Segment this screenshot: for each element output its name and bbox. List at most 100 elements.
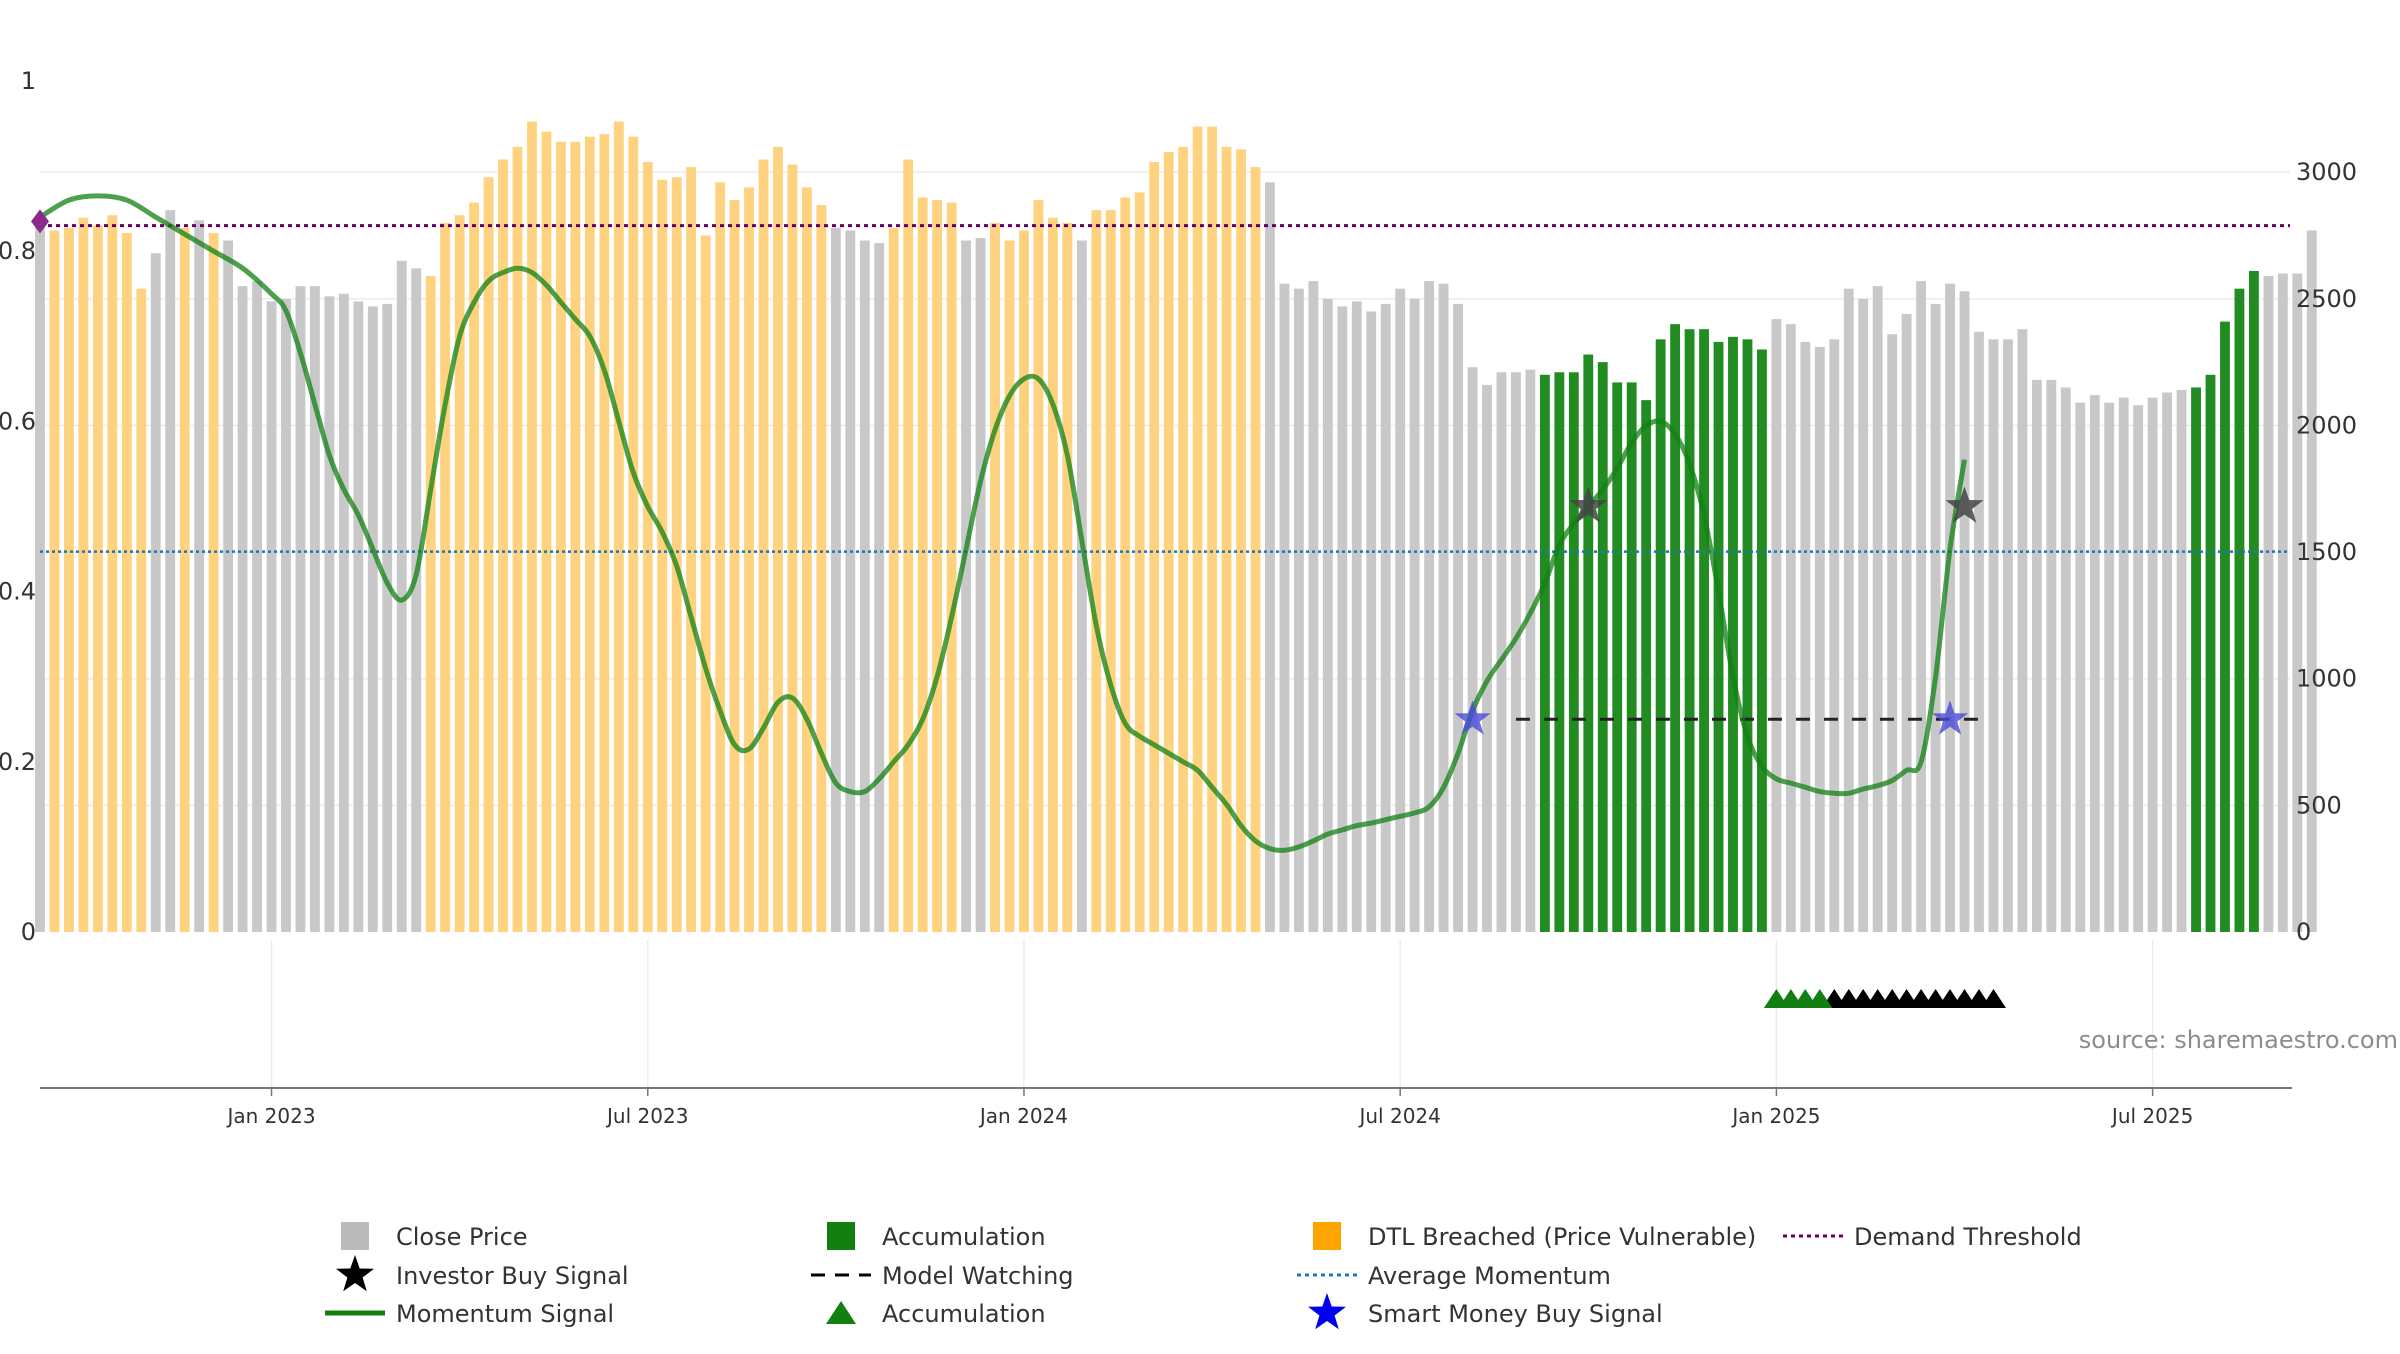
price-bar [281,298,291,932]
price-bar [1380,303,1391,932]
price-bar [903,159,914,932]
price-bar [411,268,422,932]
price-bar [2162,392,2173,932]
price-bar [541,131,552,932]
legend-label: Average Momentum [1368,1262,1611,1290]
smart-money-buy-star [1454,700,1491,735]
left-axis-tick-label: 1 [21,67,36,95]
price-bar [1568,372,1579,932]
price-bar [295,286,306,932]
price-bar [917,197,928,932]
price-bar [1771,319,1782,933]
price-bar [266,301,277,933]
price-bar [2248,270,2259,933]
price-bar [1785,324,1796,932]
legend-item: Average Momentum [1297,1262,1611,1290]
right-axis-tick-label: 0 [2296,918,2311,946]
price-bar [1438,283,1449,932]
price-bar [1409,298,1420,932]
price-bar [2277,273,2288,932]
legend-label: Close Price [396,1223,528,1251]
source-label: source: sharemaestro.com [2079,1026,2398,1054]
price-bar [469,202,480,932]
price-bar [2220,321,2230,932]
legend-item: Investor Buy Signal [336,1255,629,1292]
right-axis-tick-label: 2000 [2296,411,2357,439]
legend-item: Accumulation [827,1222,1046,1251]
price-bar [1930,303,1941,932]
price-bar [2147,397,2158,933]
price-bar [1496,372,1507,932]
legend-label: Demand Threshold [1854,1223,2082,1251]
price-bar [2075,402,2086,932]
price-bar [1670,324,1681,932]
legend-item: Smart Money Buy Signal [1308,1293,1663,1330]
price-bar [2031,379,2042,932]
legend-label: DTL Breached (Price Vulnerable) [1368,1223,1756,1251]
right-axis-tick-label: 2500 [2296,285,2357,313]
legend-item: Model Watching [811,1262,1074,1290]
price-bar [1525,369,1536,933]
price-bar [2060,387,2071,933]
price-bar [1887,334,1898,932]
price-bar [1207,126,1217,933]
momentum-signal-line [38,193,1967,853]
price-bar [1742,339,1753,933]
price-bar [1424,281,1435,933]
price-bar [613,121,624,932]
price-bar [584,136,595,933]
axes: 0 500 1000 1500 2000 2500 3000 0 0.2 0.4 0.6 0.8 1 Ja… [0,67,2357,1128]
black-star-icon [336,1255,374,1292]
price-bar [498,159,508,932]
price-bar [816,205,827,933]
left-axis-tick-label: 0 [21,918,36,946]
price-bar [1076,240,1087,932]
price-bar [1192,126,1203,933]
price-bar [570,141,581,933]
price-bar [1713,341,1724,932]
price-bar [1308,281,1319,933]
price-bar [1351,301,1362,933]
price-bar [729,200,740,933]
price-bar [121,232,132,932]
date-tick-label: Jan 2025 [1730,1104,1820,1128]
legend: Close Price Investor Buy Signal Momentum S… [325,1222,2082,1330]
price-bar [1901,314,1912,932]
momentum-start-marker [31,209,49,234]
reference-lines [40,224,2290,721]
price-bar [2046,379,2057,932]
price-bar [1047,217,1058,932]
price-bar [107,215,118,933]
price-bar [1293,288,1304,932]
price-bar [1829,339,1840,933]
price-bar [773,146,783,933]
price-bar [1120,197,1131,932]
price-bar [1858,298,1869,932]
price-bar [628,136,639,933]
legend-item: Close Price [341,1222,528,1251]
legend-label: Model Watching [882,1262,1074,1290]
price-bar [787,164,798,932]
price-bar [324,296,335,932]
price-bar [1959,291,1970,933]
price-bar [657,179,668,932]
price-bar [2133,405,2144,932]
legend-item: Demand Threshold [1783,1223,2082,1251]
legend-label: Accumulation [882,1223,1046,1251]
price-bar [223,240,234,932]
price-bar [2191,387,2201,933]
date-tick-label: Jan 2024 [978,1104,1068,1128]
price-bar [1684,329,1695,933]
price-bar [396,260,407,932]
price-bar [1322,298,1333,932]
legend-item: Momentum Signal [325,1300,614,1328]
price-bar [2306,230,2317,932]
smart-money-buy-star [1932,700,1969,735]
price-bar [1539,374,1550,932]
investor-buy-star [1569,486,1608,523]
right-axis-tick-label: 1000 [2296,665,2357,693]
price-bar [310,286,320,932]
price-bar [700,235,711,932]
blue-star-icon [1308,1293,1346,1330]
